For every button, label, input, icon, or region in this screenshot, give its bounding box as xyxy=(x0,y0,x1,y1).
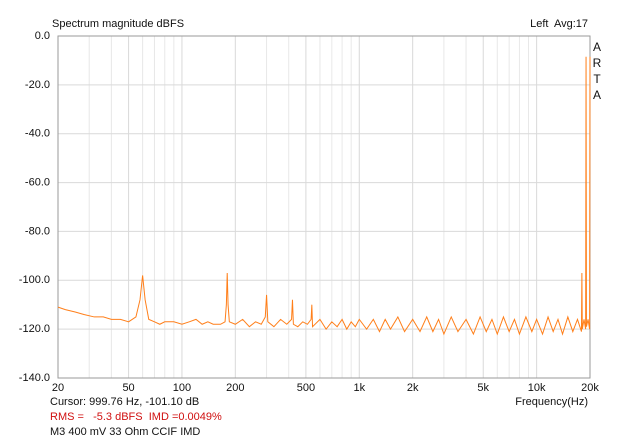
x-tick-label: 20k xyxy=(581,382,599,394)
x-tick-label: 1k xyxy=(353,382,365,394)
x-tick-label: 200 xyxy=(226,382,244,394)
y-tick-label: -60.0 xyxy=(25,176,50,188)
x-tick-label: 2k xyxy=(407,382,419,394)
y-tick-label: -120.0 xyxy=(19,323,50,335)
y-tick-label: -100.0 xyxy=(19,274,50,286)
x-tick-label: 100 xyxy=(173,382,191,394)
y-tick-label: -40.0 xyxy=(25,128,50,140)
x-tick-label: 50 xyxy=(122,382,134,394)
x-tick-label: 500 xyxy=(297,382,315,394)
spectrum-line xyxy=(57,56,591,336)
x-tick-label: 20 xyxy=(52,382,64,394)
y-tick-label: -140.0 xyxy=(19,372,50,384)
channel-label: Left Avg:17 xyxy=(530,18,588,30)
measurement-note: M3 400 mV 33 Ohm CCIF IMD xyxy=(50,426,200,438)
y-tick-label: 0.0 xyxy=(35,30,50,42)
y-tick-label: -20.0 xyxy=(25,79,50,91)
x-axis-label: Frequency(Hz) xyxy=(515,396,588,408)
x-tick-label: 5k xyxy=(477,382,489,394)
rms-readout: RMS = -5.3 dBFS IMD =0.0049% xyxy=(50,411,222,423)
brand: ARTA xyxy=(590,40,604,104)
y-tick-label: -80.0 xyxy=(25,225,50,237)
chart-title: Spectrum magnitude dBFS xyxy=(52,18,184,30)
x-tick-label: 10k xyxy=(528,382,546,394)
cursor-readout: Cursor: 999.76 Hz, -101.10 dB xyxy=(50,396,199,408)
